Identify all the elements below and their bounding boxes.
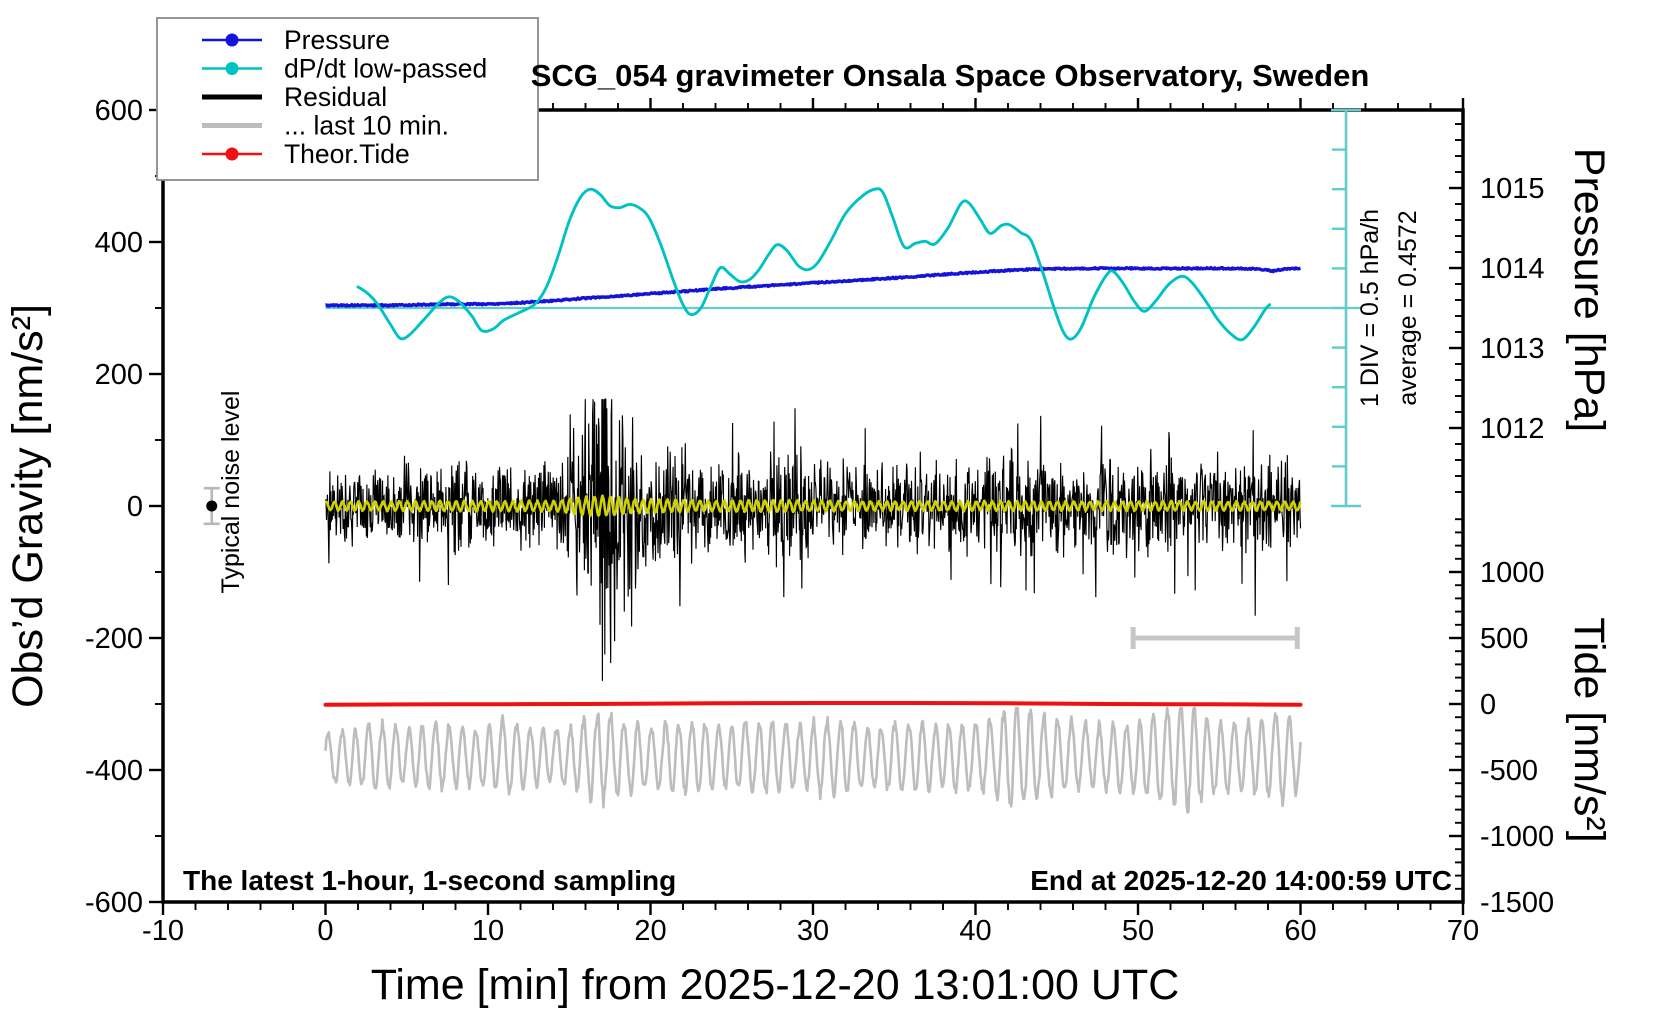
legend-sample-dot xyxy=(225,62,239,75)
y-left-tick-label: -600 xyxy=(85,887,143,919)
theor-tide-line xyxy=(323,700,1303,707)
data-curves xyxy=(323,187,1303,814)
noise-level-marker xyxy=(203,486,220,526)
x-tick-label: 50 xyxy=(1122,915,1154,947)
scalebar-average-label: average = 0.4572 xyxy=(1394,210,1422,405)
y-right-pressure-label: 1012 xyxy=(1480,413,1545,445)
noise-dot xyxy=(206,500,218,512)
y-left-tick-label: -200 xyxy=(85,623,143,655)
dpdt-curve xyxy=(356,187,1272,342)
axis-ticks xyxy=(149,98,1465,915)
x-axis-title: Time [min] from 2025-12-20 13:01:00 UTC xyxy=(371,961,1180,1009)
sampling-annotation: The latest 1-hour, 1-second sampling xyxy=(183,865,676,896)
x-tick-label: 10 xyxy=(472,915,504,947)
x-tick-label: -10 xyxy=(142,915,184,947)
legend-label-residual: Residual xyxy=(284,82,387,112)
x-tick-label: 30 xyxy=(797,915,829,947)
y-axis-title-tide: Tide [nm/s²] xyxy=(1565,617,1613,842)
y-right-tide-label: -500 xyxy=(1480,755,1538,787)
noise-level-label: Typical noise level xyxy=(217,391,245,594)
y-left-tick-label: -400 xyxy=(85,755,143,787)
axis-tick-labels: -10 0 10 20 30 40 50 60 70 600 400 200 0 -200 -400 -600… xyxy=(85,95,1554,947)
y-right-pressure-label: 1015 xyxy=(1480,173,1545,205)
x-tick-label: 40 xyxy=(959,915,991,947)
y-right-tide-label: 0 xyxy=(1480,689,1496,721)
y-left-tick-label: 200 xyxy=(95,359,143,391)
x-tick-label: 0 xyxy=(317,915,333,947)
y-right-pressure-label: 1014 xyxy=(1480,253,1545,285)
legend-label-last10: ... last 10 min. xyxy=(284,111,449,141)
y-left-tick-label: 600 xyxy=(95,95,143,127)
y-left-tick-label: 400 xyxy=(95,227,143,259)
dpdt-scalebar xyxy=(325,108,1363,649)
scalebar-div-label: 1 DIV = 0.5 hPa/h xyxy=(1356,209,1384,407)
pressure-curve xyxy=(324,266,1302,308)
legend-sample-dot xyxy=(225,147,239,161)
legend-label-tide: Theor.Tide xyxy=(284,139,410,169)
residual-trace xyxy=(324,398,1302,681)
chart-title: SCG_054 gravimeter Onsala Space Observat… xyxy=(531,58,1370,93)
y-left-tick-label: 0 xyxy=(127,491,143,523)
x-tick-label: 70 xyxy=(1447,915,1479,947)
y-right-tide-label: 500 xyxy=(1480,623,1528,655)
residual-smooth-trace xyxy=(324,494,1302,518)
last10-trace xyxy=(324,706,1302,814)
x-tick-label: 20 xyxy=(634,915,666,947)
y-right-tide-label: -1000 xyxy=(1480,821,1554,853)
y-axis-title-pressure: Pressure [hPa] xyxy=(1565,148,1613,432)
y-right-tide-label: 1000 xyxy=(1480,557,1545,589)
legend-sample-dot xyxy=(225,33,239,47)
x-tick-label: 60 xyxy=(1284,915,1316,947)
y-right-pressure-label: 1013 xyxy=(1480,333,1545,365)
legend-label-dpdt: dP/dt low-passed xyxy=(284,54,487,84)
end-time-annotation: End at 2025-12-20 14:00:59 UTC xyxy=(1030,865,1452,896)
y-axis-title-left: Obs’d Gravity [nm/s²] xyxy=(4,304,52,708)
y-right-tide-label: -1500 xyxy=(1480,887,1554,919)
legend-label-pressure: Pressure xyxy=(284,25,390,55)
